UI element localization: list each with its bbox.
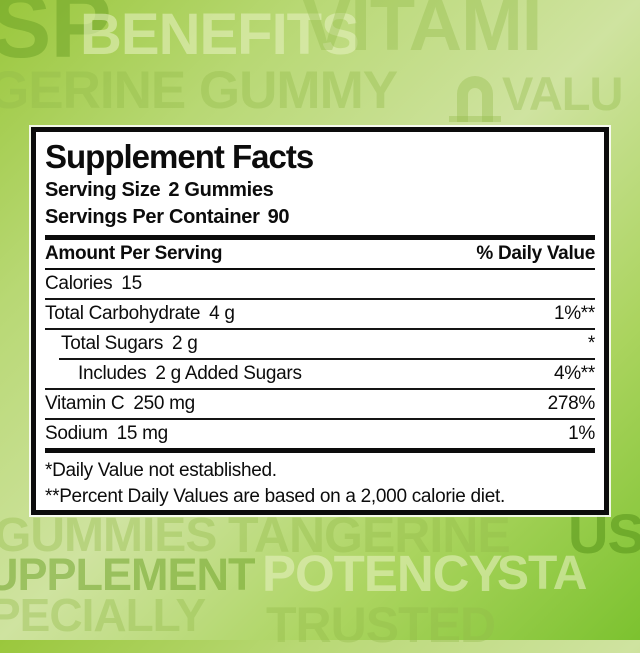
watermark-text: TANGERINE bbox=[228, 507, 511, 563]
nutrient-amount: 2 g bbox=[172, 333, 198, 354]
thick-divider-top bbox=[45, 235, 595, 240]
nutrient-dv: 4%** bbox=[553, 363, 595, 384]
serving-size-value: 2 Gummies bbox=[168, 179, 274, 201]
header-amount-per-serving: Amount Per Serving bbox=[45, 243, 223, 264]
serving-size-label: Serving Size bbox=[45, 179, 161, 201]
nutrient-row-total-carbohydrate: Total Carbohydrate 4 g 1%** bbox=[45, 300, 595, 330]
servings-per-container-value: 90 bbox=[267, 206, 290, 228]
nutrient-name: Total Carbohydrate bbox=[45, 303, 201, 324]
nutrient-dv: * bbox=[587, 333, 595, 354]
nutrient-dv: 1% bbox=[568, 423, 595, 444]
nutrient-row-calories: Calories 15 bbox=[45, 270, 595, 300]
panel-title: Supplement Facts bbox=[45, 138, 314, 175]
watermark-text: UPPLEMENT bbox=[0, 549, 256, 600]
watermark-text: BENEFITS bbox=[80, 2, 360, 67]
nutrient-dv: 278% bbox=[547, 393, 596, 414]
nutrient-row-total-sugars: Total Sugars 2 g * bbox=[45, 330, 595, 358]
footnote-dv-not-established: *Daily Value not established. bbox=[45, 460, 277, 481]
nutrient-amount: 15 bbox=[121, 273, 142, 294]
watermark-text: VALU bbox=[502, 67, 623, 120]
thick-divider-bottom bbox=[45, 448, 595, 453]
nutrient-row-vitamin-c: Vitamin C 250 mg 278% bbox=[45, 390, 595, 420]
watermark-text: SP bbox=[0, 0, 112, 77]
nutrient-dv: 1%** bbox=[553, 303, 595, 324]
servings-per-container-label: Servings Per Container bbox=[45, 206, 260, 228]
serving-size-line: Serving Size 2 Gummies bbox=[45, 177, 595, 204]
watermark-text: POTENCY bbox=[262, 545, 503, 602]
nutrient-name: Calories bbox=[45, 273, 113, 294]
nutrient-name: Total Sugars bbox=[61, 333, 164, 354]
supplement-facts-panel: Supplement Facts Serving Size 2 Gummies … bbox=[31, 127, 609, 515]
nutrient-name: Includes bbox=[78, 363, 147, 384]
table-header-row: Amount Per Serving % Daily Value bbox=[45, 240, 595, 270]
nutrient-name: Vitamin C bbox=[45, 393, 125, 414]
servings-per-container-line: Servings Per Container 90 bbox=[45, 204, 595, 231]
indented-divider bbox=[59, 358, 595, 360]
watermark-text: VITAMI bbox=[302, 0, 542, 66]
nutrient-amount: 4 g bbox=[209, 303, 235, 324]
watermark-text: TRUSTED bbox=[266, 597, 496, 653]
watermark-text: GUMMIES bbox=[0, 509, 217, 562]
nutrient-row-sodium: Sodium 15 mg 1% bbox=[45, 420, 595, 448]
watermark-text: PECIALLY bbox=[0, 589, 206, 641]
footnote-percent-dv: **Percent Daily Values are based on a 2,… bbox=[45, 486, 505, 507]
nutrient-amount: 2 g Added Sugars bbox=[155, 363, 302, 384]
watermark-text: STA bbox=[497, 547, 587, 600]
nutrient-name: Sodium bbox=[45, 423, 108, 444]
nutrient-amount: 250 mg bbox=[133, 393, 195, 414]
nutrient-row-added-sugars: Includes 2 g Added Sugars 4%** bbox=[45, 360, 595, 390]
nutrient-amount: 15 mg bbox=[116, 423, 169, 444]
watermark-text: GERINE GUMMY bbox=[0, 61, 398, 120]
header-percent-daily-value: % Daily Value bbox=[476, 243, 595, 264]
lock-watermark-icon bbox=[449, 64, 501, 127]
